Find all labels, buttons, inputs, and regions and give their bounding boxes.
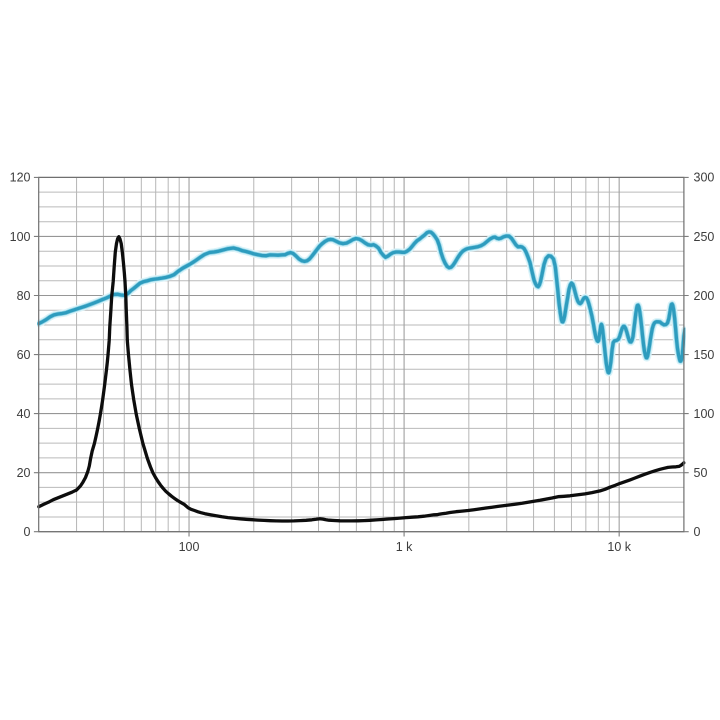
svg-text:100: 100 xyxy=(10,230,31,244)
svg-text:80: 80 xyxy=(17,289,31,303)
svg-text:100: 100 xyxy=(179,540,200,554)
svg-text:0: 0 xyxy=(694,525,701,539)
svg-text:0: 0 xyxy=(24,525,31,539)
svg-text:40: 40 xyxy=(17,407,31,421)
svg-text:150: 150 xyxy=(694,348,715,362)
svg-text:100: 100 xyxy=(694,407,715,421)
svg-text:120: 120 xyxy=(10,171,31,185)
svg-text:250: 250 xyxy=(694,230,715,244)
svg-text:1 k: 1 k xyxy=(396,540,413,554)
svg-text:50: 50 xyxy=(694,466,708,480)
svg-text:20: 20 xyxy=(17,466,31,480)
svg-text:200: 200 xyxy=(694,289,715,303)
svg-text:60: 60 xyxy=(17,348,31,362)
svg-text:300: 300 xyxy=(694,171,715,185)
svg-text:10 k: 10 k xyxy=(607,540,631,554)
